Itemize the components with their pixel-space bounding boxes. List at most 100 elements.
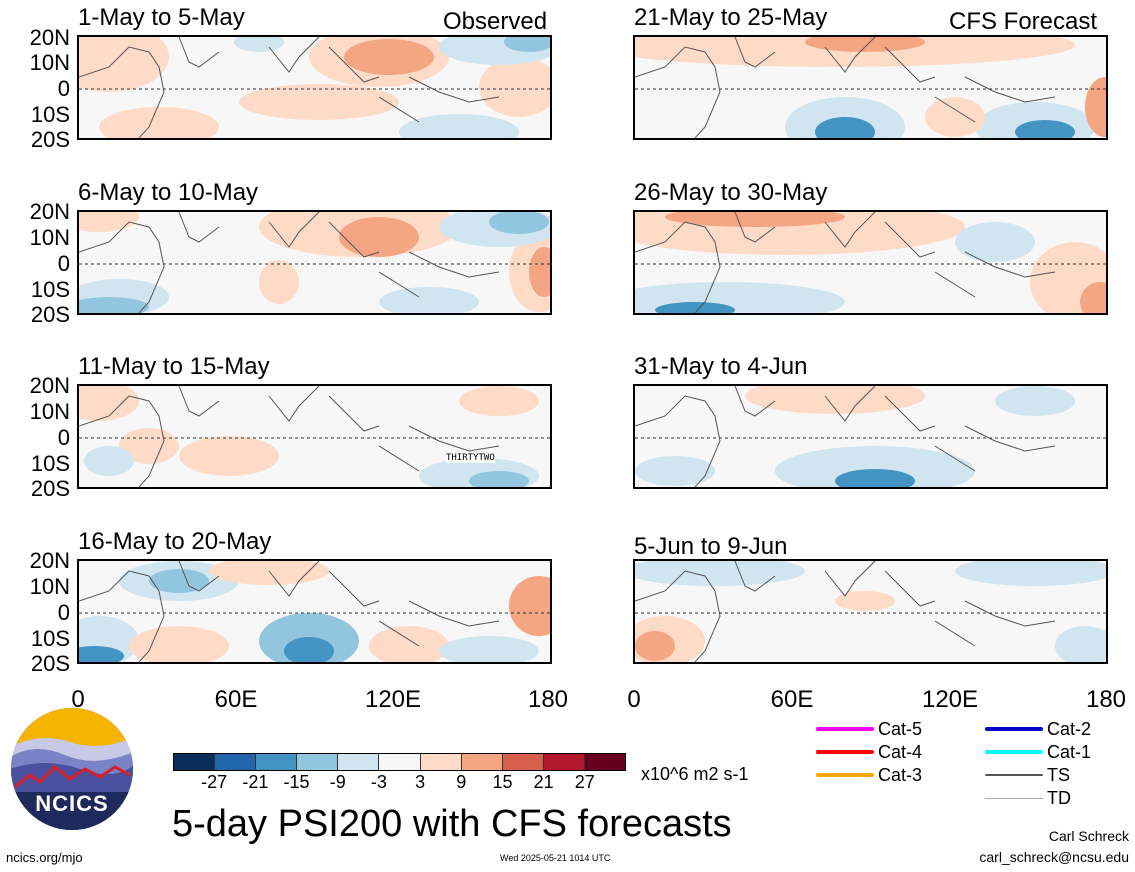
- colorbar-tick-label: -9: [329, 772, 346, 792]
- colorbar-units: x10^6 m2 s-1: [641, 764, 749, 784]
- lon-label: 120E: [921, 686, 979, 713]
- lat-label: 10S: [30, 451, 70, 476]
- colorbar-swatch: [379, 754, 421, 770]
- colorbar-swatch: [543, 754, 585, 770]
- anomaly-map: [79, 37, 550, 138]
- storm-legend-item: Cat-2: [985, 718, 1091, 740]
- panel-period-title: 5-Jun to 9-Jun: [634, 533, 788, 560]
- storm-legend-label: TD: [1047, 787, 1071, 808]
- footer-timestamp: Wed 2025-05-21 1014 UTC: [500, 853, 611, 863]
- lat-label: 0: [57, 600, 70, 625]
- colorbar-swatch: [584, 754, 626, 770]
- panel-period-title: 11-May to 15-May: [78, 353, 270, 380]
- map-panel: THIRTYTWO: [77, 384, 552, 489]
- panel-forecast-label: CFS Forecast: [949, 8, 1098, 35]
- lat-label: 20N: [29, 25, 70, 50]
- anomaly-map: [79, 386, 550, 487]
- storm-annotation-label: THIRTYTWO: [446, 453, 495, 463]
- lat-label: 20S: [30, 476, 70, 501]
- ncics-logo: NCICS: [10, 707, 134, 831]
- lon-label: 0: [71, 686, 85, 713]
- storm-legend-item: Cat-3: [816, 764, 922, 786]
- map-panel: [633, 559, 1108, 664]
- colorbar-swatch: [215, 754, 257, 770]
- colorbar-swatch: [297, 754, 339, 770]
- colorbar-tick-label: 9: [456, 772, 467, 792]
- lat-label: 0: [57, 76, 70, 101]
- ts-line-icon: [985, 774, 1043, 776]
- storm-legend-label: Cat-3: [878, 764, 923, 785]
- storm-legend-item: Cat-1: [985, 741, 1091, 763]
- lat-label: 10N: [29, 399, 70, 424]
- lon-label: 180: [1085, 686, 1127, 713]
- lat-label: 20S: [30, 302, 70, 327]
- ncics-logo-icon: [11, 708, 133, 830]
- panel-period-title: 16-May to 20-May: [78, 528, 272, 555]
- map-panel: [77, 559, 552, 664]
- storm-legend-label: Cat-2: [1047, 718, 1092, 739]
- storm-legend-label: TS: [1047, 764, 1071, 785]
- logo-text: NCICS: [35, 791, 109, 816]
- td-line-icon: [985, 797, 1043, 799]
- colorbar-tick-label: -21: [242, 772, 269, 792]
- map-panel: [77, 35, 552, 140]
- lat-label: 10N: [29, 50, 70, 75]
- lon-label: 0: [627, 686, 641, 713]
- anomaly-map: [635, 386, 1106, 487]
- map-panel: [77, 210, 552, 315]
- storm-legend-item: TD: [985, 787, 1071, 809]
- footer-author: Carl Schreck: [1048, 828, 1129, 844]
- storm-legend-item: Cat-5: [816, 718, 922, 740]
- panel-period-title: 6-May to 10-May: [78, 179, 259, 206]
- colorbar-swatch: [502, 754, 544, 770]
- panel-period-title: 26-May to 30-May: [634, 179, 828, 206]
- lon-label: 180: [527, 686, 569, 713]
- lon-label: 120E: [364, 686, 422, 713]
- lat-label: 0: [57, 251, 70, 276]
- storm-legend-label: Cat-4: [878, 741, 923, 762]
- anomaly-map: [635, 37, 1106, 138]
- lon-label: 60E: [770, 686, 814, 713]
- cat1-line-icon: [985, 750, 1043, 754]
- colorbar-swatch: [338, 754, 380, 770]
- anomaly-map: [635, 212, 1106, 313]
- colorbar-tick-label: 27: [574, 772, 595, 792]
- storm-legend-item: Cat-4: [816, 741, 922, 763]
- colorbar-swatch: [461, 754, 503, 770]
- main-title: 5-day PSI200 with CFS forecasts: [172, 803, 732, 845]
- lon-label: 60E: [214, 686, 258, 713]
- storm-legend-label: Cat-1: [1047, 741, 1092, 762]
- lat-label: 20N: [29, 373, 70, 398]
- map-panel: [633, 210, 1108, 315]
- colorbar-tick-label: 3: [415, 772, 426, 792]
- panel-period-title: 1-May to 5-May: [78, 4, 245, 31]
- anomaly-map: [79, 212, 550, 313]
- colorbar-tick-label: 15: [492, 772, 513, 792]
- colorbar-swatch: [256, 754, 298, 770]
- colorbar-swatch: [174, 754, 216, 770]
- panel-period-title: 21-May to 25-May: [634, 4, 828, 31]
- lat-label: 10S: [30, 277, 70, 302]
- colorbar-swatches: [173, 753, 626, 771]
- colorbar-tick-label: -3: [370, 772, 387, 792]
- footer-url[interactable]: ncics.org/mjo: [6, 850, 83, 865]
- colorbar-tick-label: -27: [201, 772, 228, 792]
- anomaly-map: [635, 561, 1106, 662]
- lat-label: 20N: [29, 199, 70, 224]
- cat2-line-icon: [985, 727, 1043, 731]
- lat-label: 10N: [29, 574, 70, 599]
- cat3-line-icon: [816, 773, 874, 777]
- lat-label: 20N: [29, 548, 70, 573]
- cat5-line-icon: [816, 727, 874, 731]
- footer-email[interactable]: carl_schreck@ncsu.edu: [979, 849, 1129, 865]
- panel-observed-label: Observed: [443, 8, 548, 35]
- anomaly-map: [79, 561, 550, 662]
- colorbar-swatch: [420, 754, 462, 770]
- storm-legend-label: Cat-5: [878, 718, 923, 739]
- lat-label: 0: [57, 425, 70, 450]
- colorbar-tick-label: 21: [533, 772, 554, 792]
- colorbar-tick-label: -15: [283, 772, 310, 792]
- cat4-line-icon: [816, 750, 874, 754]
- lat-label: 10N: [29, 225, 70, 250]
- map-panel: [633, 384, 1108, 489]
